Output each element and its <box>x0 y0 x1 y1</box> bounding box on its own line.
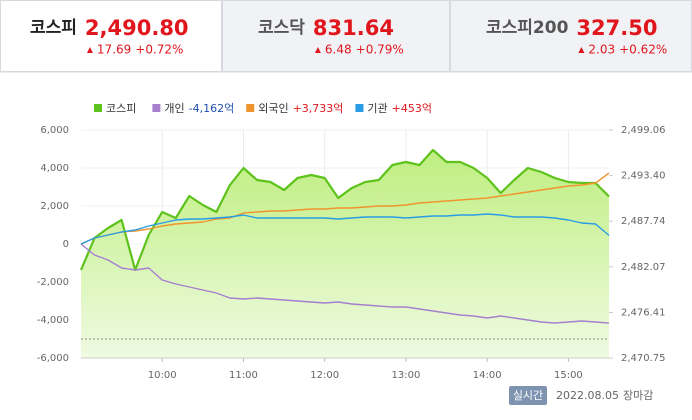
legend-swatch <box>94 104 102 112</box>
legend-value: +3,733억 <box>293 102 344 115</box>
tab-value: 327.50 <box>576 16 657 40</box>
up-arrow <box>578 47 585 53</box>
y-tick-label: 6,000 <box>40 125 69 136</box>
legend-label: 코스피 <box>106 102 136 115</box>
y2-tick-label: 2,476.41 <box>621 307 666 318</box>
legend-swatch <box>246 104 255 112</box>
tab-rate: +0.72% <box>135 43 183 57</box>
y2-tick-label: 2,499.06 <box>621 125 666 136</box>
tab-name: 코스피 <box>30 18 77 38</box>
tab-rate: +0.62% <box>619 43 667 57</box>
y-tick-label: 2,000 <box>40 201 69 212</box>
realtime-button-label[interactable]: 실시간 <box>513 389 543 402</box>
x-tick-label: 15:00 <box>554 370 583 381</box>
up-arrow <box>314 47 321 53</box>
y-tick-label: 0 <box>63 239 69 250</box>
tab-change: 17.69 <box>97 43 131 57</box>
legend-label: 외국인 <box>258 102 288 115</box>
x-tick-label: 11:00 <box>229 370 258 381</box>
y2-tick-label: 2,487.74 <box>621 216 666 227</box>
x-tick-label: 13:00 <box>392 370 421 381</box>
tab-change: 6.48 <box>325 43 352 57</box>
legend-label: 기관 <box>367 102 387 115</box>
tab-change: 2.03 <box>588 43 615 57</box>
tab-rate: +0.79% <box>356 43 404 57</box>
legend-label: 개인 <box>164 102 184 115</box>
tab-value: 2,490.80 <box>85 16 189 40</box>
legend-value: -4,162억 <box>189 102 235 115</box>
tab-name: 코스피200 <box>486 18 569 38</box>
y-tick-label: 4,000 <box>40 163 69 174</box>
realtime-button[interactable] <box>509 386 547 405</box>
y2-tick-label: 2,482.07 <box>621 262 666 273</box>
legend-swatch <box>355 104 364 112</box>
series-line <box>79 148 610 272</box>
tab[interactable] <box>222 0 450 72</box>
tab[interactable] <box>450 0 692 72</box>
legend-swatch <box>152 104 161 112</box>
date: 2022.08.05 <box>556 389 619 402</box>
y-tick-label: -6,000 <box>37 353 69 364</box>
series-line <box>80 172 610 245</box>
series-line <box>80 243 610 324</box>
y2-tick-label: 2,493.40 <box>621 171 666 182</box>
tab[interactable] <box>0 0 222 72</box>
tab-name: 코스닥 <box>258 18 305 38</box>
x-tick-label: 10:00 <box>148 370 177 381</box>
y2-tick-label: 2,470.75 <box>621 353 666 364</box>
up-arrow <box>86 47 93 53</box>
series-line <box>80 213 610 245</box>
legend-value: +453억 <box>392 102 432 115</box>
y-tick-label: -2,000 <box>37 277 69 288</box>
x-tick-label: 12:00 <box>310 370 339 381</box>
tab-value: 831.64 <box>313 16 394 40</box>
y-tick-label: -4,000 <box>37 315 69 326</box>
market-status: 장마감 <box>623 389 653 402</box>
area-fill <box>81 150 609 358</box>
x-tick-label: 14:00 <box>473 370 502 381</box>
